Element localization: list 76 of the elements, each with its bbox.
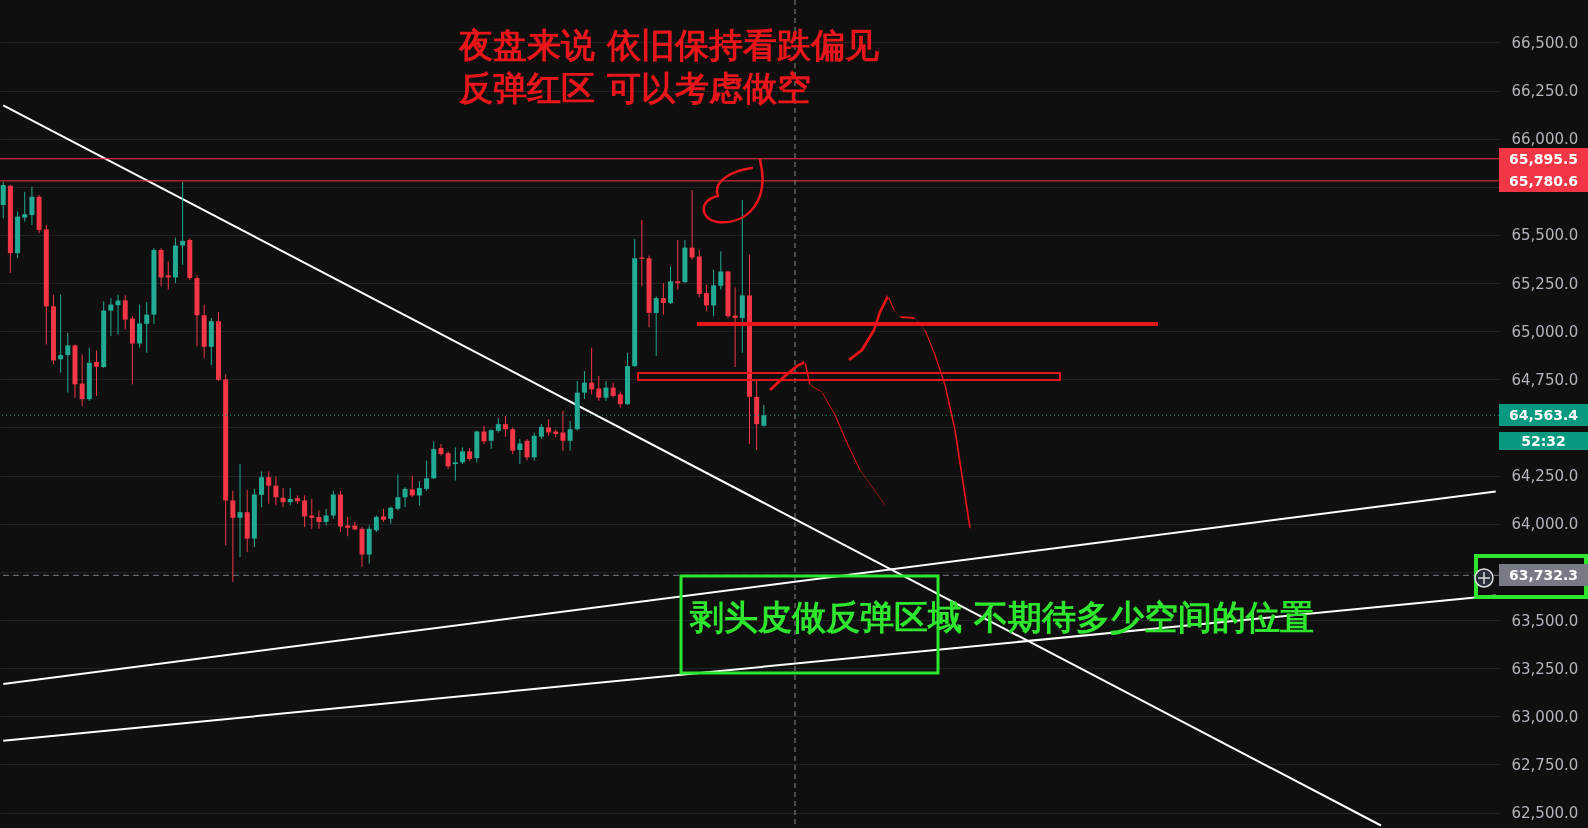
y-tick-label: 64,250.0	[1511, 467, 1579, 486]
y-tick-label: 65,000.0	[1511, 322, 1579, 341]
ref-line-label: 65,780.6	[1499, 169, 1588, 192]
candlestick	[0, 181, 6, 219]
candlestick	[180, 181, 186, 266]
candlestick	[567, 420, 573, 452]
annotation: 反弹红区 可以考虑做空	[459, 68, 811, 108]
candlestick	[689, 189, 695, 261]
candlestick	[424, 460, 430, 492]
y-tick-label: 63,000.0	[1511, 707, 1579, 726]
candlestick	[668, 266, 674, 305]
y-tick-label: 66,250.0	[1511, 82, 1579, 100]
y-tick-label: 66,500.0	[1511, 33, 1579, 52]
candlestick	[65, 332, 71, 394]
candlestick	[711, 269, 717, 317]
candlestick	[266, 470, 272, 505]
candlestick	[409, 475, 415, 498]
candlestick	[718, 250, 724, 291]
candlestick	[79, 354, 85, 407]
candlestick	[452, 446, 458, 482]
candlestick	[517, 438, 523, 465]
candlestick	[524, 438, 530, 462]
candlestick	[481, 425, 487, 445]
candlestick	[488, 428, 494, 450]
candlestick	[230, 490, 236, 583]
candlestick	[653, 295, 659, 357]
candlestick	[144, 301, 150, 354]
candlestick	[531, 431, 537, 462]
candlestick	[761, 404, 767, 428]
candlestick	[108, 297, 114, 337]
candlestick	[739, 199, 745, 354]
y-tick-label: 63,500.0	[1511, 611, 1579, 630]
candlestick	[395, 474, 401, 511]
y-tick-label: 65,500.0	[1511, 226, 1579, 245]
y-tick-label: 64,750.0	[1511, 370, 1579, 389]
candlestick	[402, 486, 408, 508]
candlestick	[22, 191, 28, 223]
candlestick	[581, 370, 587, 400]
y-tick-label: 64,000.0	[1511, 515, 1579, 534]
candlestick	[503, 415, 509, 438]
y-tick-label: 66,000.0	[1511, 130, 1579, 149]
candlestick	[639, 219, 645, 287]
y-tick-label: 65,250.0	[1511, 274, 1579, 293]
candlestick	[273, 476, 279, 506]
candlestick	[316, 509, 322, 530]
candlestick	[438, 443, 444, 457]
candlestick	[323, 508, 329, 526]
ref-line-label: 65,895.5	[1499, 147, 1588, 170]
candlestick	[29, 186, 35, 226]
candlestick	[330, 490, 336, 520]
candlestick	[94, 349, 100, 397]
candlestick	[416, 480, 422, 506]
y-tick-label: 63,250.0	[1511, 659, 1579, 678]
candlestick	[703, 284, 709, 312]
candlestick	[122, 294, 128, 330]
candlestick	[259, 470, 265, 508]
candlestick	[675, 239, 681, 291]
candlestick	[58, 294, 64, 374]
candlestick	[345, 516, 351, 537]
candlestick	[237, 463, 243, 558]
candlestick	[280, 487, 286, 508]
candlestick	[510, 426, 516, 455]
candlestick	[560, 410, 566, 452]
candlestick	[660, 282, 666, 316]
candlestick	[165, 260, 171, 291]
candlestick	[137, 304, 143, 349]
y-tick-label: 62,500.0	[1511, 804, 1579, 823]
candlestick	[596, 375, 602, 402]
y-tick-label: 62,750.0	[1511, 755, 1579, 774]
annotation: 夜盘来说 依旧保持看跌偏见	[459, 25, 879, 65]
ref-line-label: 63,732.3	[1499, 564, 1588, 587]
candlestick	[309, 498, 315, 530]
text: 52:32	[1499, 432, 1588, 450]
ref-line-label: 64,563.4	[1499, 404, 1588, 427]
candlestick	[302, 494, 308, 528]
candlestick	[603, 380, 609, 402]
